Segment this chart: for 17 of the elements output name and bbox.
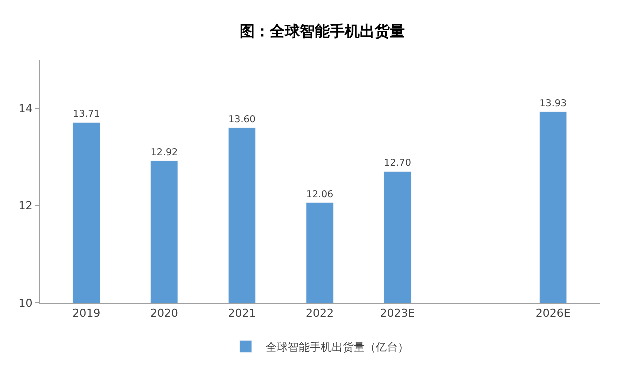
legend-label: 全球智能手机出货量（亿台） — [266, 340, 409, 354]
x-tick-label: 2023E — [380, 307, 416, 320]
data-label: 13.93 — [540, 98, 567, 110]
y-tick-label: 14 — [18, 102, 33, 116]
x-tick-label: 2020 — [150, 307, 178, 320]
x-tick-label: 2022 — [306, 307, 334, 320]
data-label: 13.60 — [228, 114, 256, 126]
x-tick-label: 2019 — [72, 307, 101, 320]
y-tick-label: 12 — [18, 200, 33, 213]
x-tick-label: 2026E — [536, 307, 571, 320]
data-label: 13.71 — [73, 109, 100, 120]
data-label: 12.92 — [150, 147, 178, 158]
x-tick-label: 2021 — [228, 307, 256, 320]
y-tick-label: 10 — [18, 296, 33, 310]
data-label: 12.70 — [384, 158, 412, 170]
data-label: 12.06 — [306, 189, 334, 200]
chart-title: 图：全球智能手机出货量 — [240, 22, 405, 41]
